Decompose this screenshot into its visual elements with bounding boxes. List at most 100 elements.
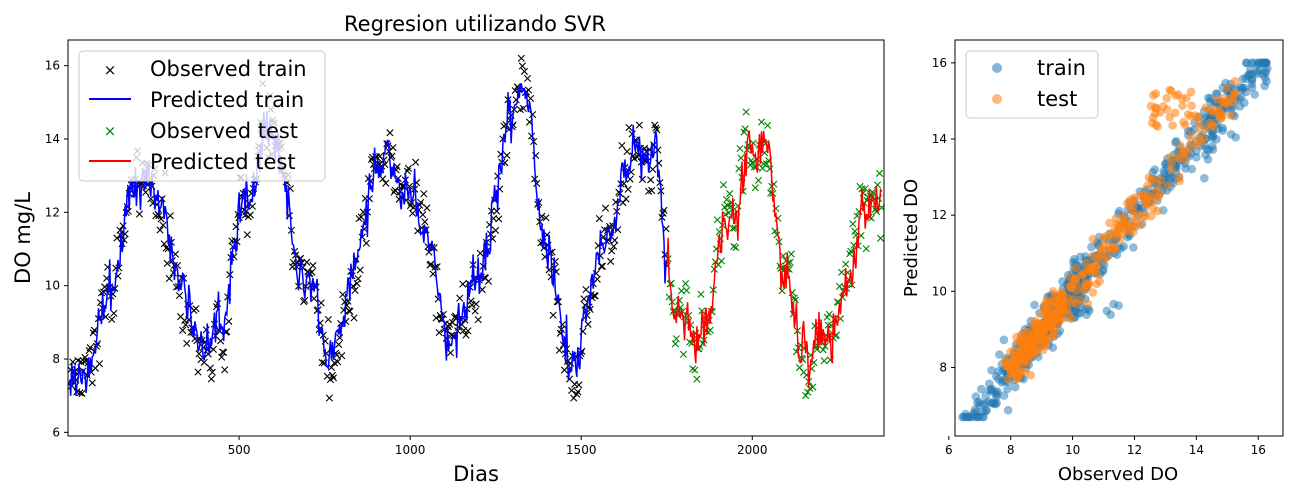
scatter-train-point bbox=[1231, 133, 1240, 142]
observed-train-point bbox=[334, 358, 342, 366]
observed-train-point bbox=[412, 158, 420, 166]
observed-train-point bbox=[624, 185, 632, 193]
scatter-y-tick-label: 12 bbox=[932, 208, 947, 222]
observed-train-point bbox=[119, 222, 127, 230]
scatter-test-point bbox=[1187, 101, 1196, 110]
scatter-test-point bbox=[1196, 137, 1205, 146]
scatter-test-point bbox=[1186, 138, 1196, 147]
observed-train-point bbox=[410, 185, 419, 193]
scatter-test-point bbox=[1088, 234, 1098, 244]
scatter-train-point bbox=[988, 398, 997, 408]
observed-train-point bbox=[200, 358, 208, 366]
scatter-x-tick-label: 8 bbox=[1007, 443, 1015, 457]
scatter-test-point bbox=[1034, 325, 1044, 334]
observed-train-point bbox=[317, 299, 325, 307]
scatter-test-point bbox=[1033, 336, 1043, 346]
observed-train-point bbox=[309, 261, 317, 270]
observed-train-point bbox=[217, 337, 225, 345]
observed-train-point bbox=[389, 144, 397, 152]
observed-train-point bbox=[408, 209, 417, 217]
scatter-test-point bbox=[1201, 124, 1211, 134]
y-axis-label: DO mg/L bbox=[11, 192, 35, 284]
scatter-test-point bbox=[1049, 309, 1058, 318]
observed-train-point bbox=[462, 331, 470, 339]
scatter-y-tick-label: 8 bbox=[939, 360, 947, 374]
scatter-test-point bbox=[1109, 243, 1119, 253]
scatter-train-point bbox=[999, 391, 1009, 400]
scatter-x-tick-label: 10 bbox=[1065, 443, 1080, 457]
observed-test-point bbox=[737, 154, 745, 162]
observed-train-point bbox=[618, 141, 626, 150]
observed-test-point bbox=[723, 195, 731, 204]
observed-train-point bbox=[155, 211, 163, 220]
scatter-test-point bbox=[1057, 288, 1066, 298]
observed-train-point bbox=[93, 340, 102, 348]
observed-train-point bbox=[420, 190, 428, 198]
scatter-train-point bbox=[999, 335, 1009, 345]
observed-train-point bbox=[512, 96, 520, 104]
observed-test-point bbox=[679, 350, 688, 358]
scatter-test-point bbox=[1005, 364, 1014, 373]
scatter-test-point bbox=[1090, 261, 1100, 270]
observed-test-point bbox=[751, 184, 759, 192]
scatter-test-point bbox=[1151, 120, 1161, 129]
observed-train-point bbox=[382, 179, 390, 187]
observed-train-point bbox=[529, 110, 537, 119]
scatter-train-point bbox=[1263, 64, 1272, 73]
scatter-x-ticks: 6 8 10 12 14 16 bbox=[945, 436, 1266, 457]
observed-test-point bbox=[736, 144, 744, 152]
observed-train-point bbox=[551, 257, 559, 266]
scatter-test-point bbox=[1180, 148, 1190, 158]
observed-test-point bbox=[819, 346, 827, 354]
scatter-test-point bbox=[1020, 367, 1030, 376]
scatter-train-point bbox=[1187, 164, 1197, 174]
scatter-test-point bbox=[1181, 155, 1190, 164]
scatter-x-tick-label: 6 bbox=[945, 443, 953, 457]
scatter-train-point bbox=[1208, 141, 1217, 151]
observed-train-point bbox=[351, 286, 359, 294]
observed-train-point bbox=[88, 379, 96, 387]
legend-label-observed-train: Observed train bbox=[150, 57, 307, 81]
scatter-train-point bbox=[1204, 93, 1213, 103]
scatter-test-point bbox=[1170, 108, 1180, 118]
observed-train-point bbox=[113, 234, 121, 242]
scatter-test-point bbox=[1023, 346, 1033, 355]
observed-train-point bbox=[192, 305, 200, 313]
observed-test-point bbox=[742, 108, 750, 116]
scatter-plot-area bbox=[958, 58, 1272, 422]
observed-train-point bbox=[350, 314, 358, 322]
observed-test-point bbox=[861, 185, 869, 193]
observed-train-point bbox=[356, 266, 364, 274]
observed-train-point bbox=[652, 124, 660, 132]
scatter-x-tick-label: 14 bbox=[1189, 443, 1204, 457]
observed-test-point bbox=[759, 160, 768, 168]
observed-train-point bbox=[78, 389, 86, 398]
observed-train-point bbox=[165, 274, 173, 283]
observed-test-point bbox=[754, 176, 763, 185]
scatter-test-point bbox=[1222, 83, 1232, 92]
observed-train-point bbox=[325, 394, 333, 402]
observed-test-point bbox=[837, 268, 846, 276]
observed-test-point bbox=[757, 118, 766, 126]
observed-train-point bbox=[503, 151, 511, 160]
legend-label-predicted-train: Predicted train bbox=[150, 88, 304, 112]
observed-train-point bbox=[301, 296, 309, 304]
observed-train-point bbox=[633, 153, 641, 161]
scatter-test-point bbox=[1151, 89, 1161, 98]
observed-train-point bbox=[601, 204, 610, 212]
observed-train-point bbox=[471, 307, 479, 315]
x-axis-label: Dias bbox=[453, 462, 499, 486]
observed-test-point bbox=[778, 287, 786, 295]
scatter-y-axis-label: Predicted DO bbox=[901, 179, 922, 297]
scatter-test-point bbox=[1016, 335, 1025, 345]
scatter-train-point bbox=[1087, 242, 1096, 252]
observed-train-point bbox=[338, 352, 346, 360]
observed-train-point bbox=[207, 375, 215, 383]
observed-train-point bbox=[517, 54, 525, 62]
scatter-test-point bbox=[1128, 218, 1138, 228]
observed-train-point bbox=[199, 343, 207, 352]
scatter-test-point bbox=[1023, 327, 1033, 337]
observed-train-point bbox=[520, 67, 529, 76]
observed-train-point bbox=[303, 258, 311, 266]
observed-train-point bbox=[175, 291, 184, 300]
